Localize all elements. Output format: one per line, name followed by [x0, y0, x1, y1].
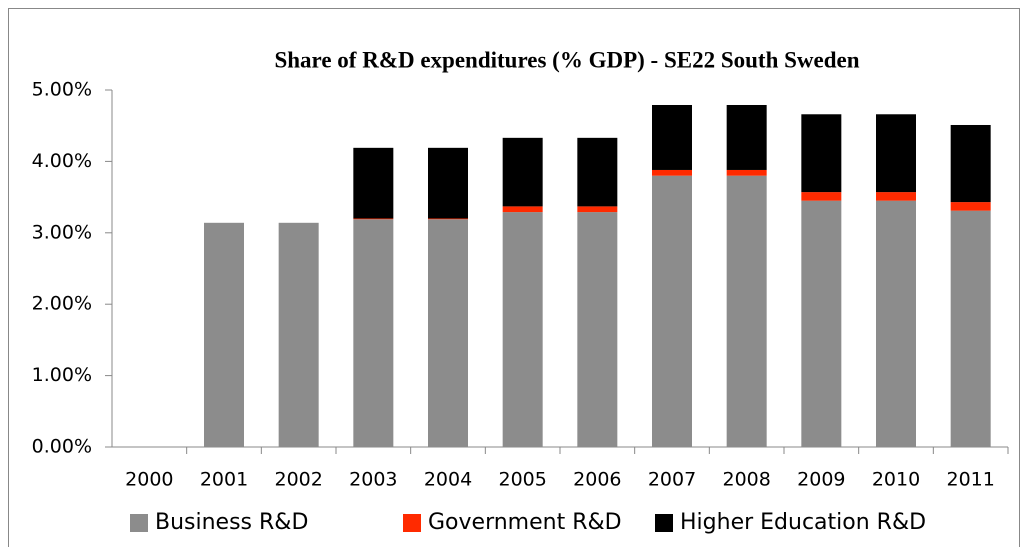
x-tick-label: 2000 — [125, 469, 173, 491]
x-tick-label: 2002 — [274, 469, 322, 491]
legend-swatch — [130, 514, 148, 532]
bar-segment — [876, 192, 916, 201]
bar-segment — [204, 222, 244, 447]
y-tick-label: 2.00% — [32, 293, 92, 315]
legend-label: Government R&D — [428, 510, 622, 535]
bar-segment — [353, 218, 394, 220]
bar-segment — [726, 169, 767, 176]
x-tick-label: 2008 — [722, 469, 770, 491]
y-tick-label: 5.00% — [32, 79, 92, 101]
bar-segment — [801, 192, 842, 201]
bar-segment — [801, 200, 842, 447]
chart-title: Share of R&D expenditures (% GDP) - SE22… — [274, 47, 859, 72]
bar-segment — [577, 137, 618, 207]
bar-segment — [950, 210, 991, 447]
bar-segment — [950, 124, 991, 203]
bar-segment — [353, 147, 394, 219]
legend-label: Higher Education R&D — [680, 510, 926, 535]
y-tick-label: 4.00% — [32, 150, 92, 172]
y-tick-label: 0.00% — [32, 436, 92, 458]
bar-segment — [801, 114, 842, 193]
bar-segment — [876, 200, 916, 447]
legend-swatch — [403, 514, 421, 532]
bar-segment — [950, 202, 991, 211]
bar-segment — [726, 175, 767, 447]
bar-segment — [428, 147, 468, 219]
chart-frame — [8, 8, 1020, 547]
bar-segment — [876, 114, 916, 193]
x-tick-label: 2009 — [797, 469, 845, 491]
bar-segment — [577, 206, 618, 213]
x-tick-label: 2001 — [200, 469, 248, 491]
legend-label: Business R&D — [155, 510, 308, 535]
bar-segment — [652, 175, 692, 447]
bar-segment — [278, 222, 319, 447]
x-tick-label: 2011 — [946, 469, 994, 491]
x-tick-label: 2007 — [648, 469, 696, 491]
bar-segment — [726, 104, 767, 170]
y-tick-label: 1.00% — [32, 364, 92, 386]
legend-swatch — [655, 514, 673, 532]
bar-segment — [502, 137, 543, 207]
bar-segment — [652, 169, 692, 176]
bar-segment — [428, 219, 468, 447]
bar-segment — [652, 104, 692, 170]
x-tick-label: 2005 — [498, 469, 546, 491]
x-tick-label: 2010 — [872, 469, 920, 491]
x-tick-label: 2003 — [349, 469, 397, 491]
x-tick-label: 2004 — [424, 469, 472, 491]
bar-segment — [577, 212, 618, 447]
bar-segment — [353, 219, 394, 447]
x-tick-label: 2006 — [573, 469, 621, 491]
bar-segment — [502, 212, 543, 447]
bar-segment — [502, 206, 543, 213]
y-tick-label: 3.00% — [32, 221, 92, 243]
bar-segment — [428, 218, 468, 220]
